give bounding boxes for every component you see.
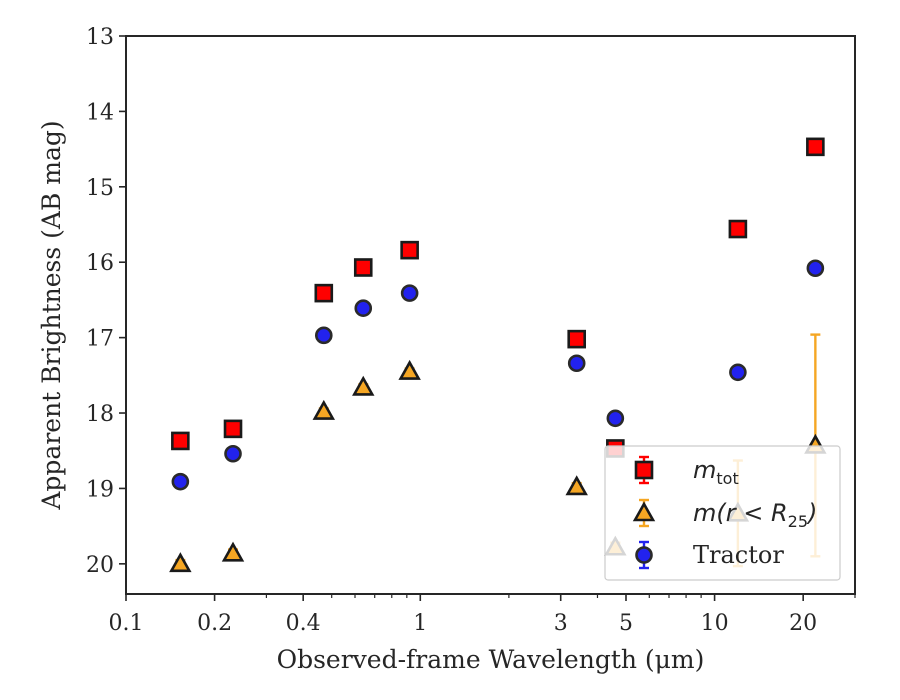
legend-tractor-label: Tractor bbox=[693, 541, 784, 569]
legend-entry-mtot: mtot bbox=[634, 455, 739, 488]
y-tick-label: 15 bbox=[86, 176, 114, 201]
tractor-point bbox=[171, 472, 190, 491]
legend-entry-mr25: m(r < R25) bbox=[632, 498, 817, 531]
tractor-point bbox=[606, 409, 625, 428]
legend-tractor-marker bbox=[635, 546, 653, 564]
mtot-point bbox=[353, 258, 373, 277]
mtot-point bbox=[400, 240, 419, 260]
legend-mtot-marker bbox=[634, 460, 654, 480]
legend-entry-tractor: Tractor bbox=[635, 540, 784, 570]
y-tick-label: 19 bbox=[86, 477, 114, 502]
y-tick-label: 14 bbox=[86, 100, 114, 125]
plot-frame bbox=[125, 35, 856, 595]
legend: mtot m(r < R25) Tractor bbox=[604, 445, 841, 581]
series-mtot-errorbars bbox=[175, 141, 821, 454]
mr25-point bbox=[312, 399, 336, 420]
x-axis-label: Observed-frame Wavelength (μm) bbox=[277, 645, 705, 674]
legend-mtot-label-sub: tot bbox=[716, 469, 738, 488]
mr25-point bbox=[169, 552, 192, 573]
legend-mr25-label-tail: ) bbox=[806, 499, 817, 527]
x-tick-label: 0.2 bbox=[197, 611, 232, 636]
mtot-point bbox=[728, 219, 748, 239]
tractor-point bbox=[400, 284, 419, 302]
mtot-point bbox=[806, 137, 825, 157]
x-tick-label: 0.1 bbox=[109, 611, 144, 636]
x-tick-label: 1 bbox=[413, 611, 427, 636]
y-tick-label: 18 bbox=[86, 402, 114, 427]
mr25-point bbox=[565, 475, 588, 496]
legend-mr25-label: m(r < R25) bbox=[693, 499, 817, 531]
legend-mtot-label: mtot bbox=[693, 456, 739, 488]
mtot-point bbox=[314, 283, 334, 303]
tractor-point bbox=[806, 259, 825, 278]
x-tick-label: 0.4 bbox=[286, 611, 321, 636]
x-tick-label: 20 bbox=[789, 611, 817, 636]
tractor-point bbox=[224, 444, 242, 463]
tractor-point bbox=[567, 354, 586, 373]
x-tick-label: 3 bbox=[554, 611, 568, 636]
tractor-point bbox=[729, 363, 747, 382]
y-tick-label: 16 bbox=[86, 251, 114, 276]
tractor-point bbox=[354, 299, 373, 318]
legend-box bbox=[604, 445, 841, 581]
mr25-point bbox=[352, 375, 375, 396]
x-tick-label: 10 bbox=[701, 611, 729, 636]
legend-mr25-label-sub: 25 bbox=[788, 512, 808, 531]
legend-mr25-label-base: m(r < R bbox=[693, 499, 788, 527]
y-tick-label: 20 bbox=[86, 553, 114, 578]
legend-mtot-label-base: m bbox=[693, 456, 716, 484]
x-tick-label: 5 bbox=[619, 611, 633, 636]
y-tick-label: 17 bbox=[86, 327, 114, 352]
mr25-point bbox=[398, 359, 421, 380]
mtot-point bbox=[171, 431, 190, 451]
series-mtot bbox=[171, 137, 825, 458]
tractor-point bbox=[314, 326, 333, 345]
legend-mr25-marker bbox=[632, 501, 656, 522]
legend-tractor-label-base: Tractor bbox=[693, 541, 784, 569]
mtot-point bbox=[567, 329, 587, 349]
mr25-point bbox=[221, 541, 245, 562]
y-tick-label: 13 bbox=[86, 25, 114, 50]
series-tractor bbox=[171, 259, 825, 491]
mtot-point bbox=[223, 419, 243, 439]
y-axis-label: Apparent Brightness (AB mag) bbox=[37, 120, 66, 510]
